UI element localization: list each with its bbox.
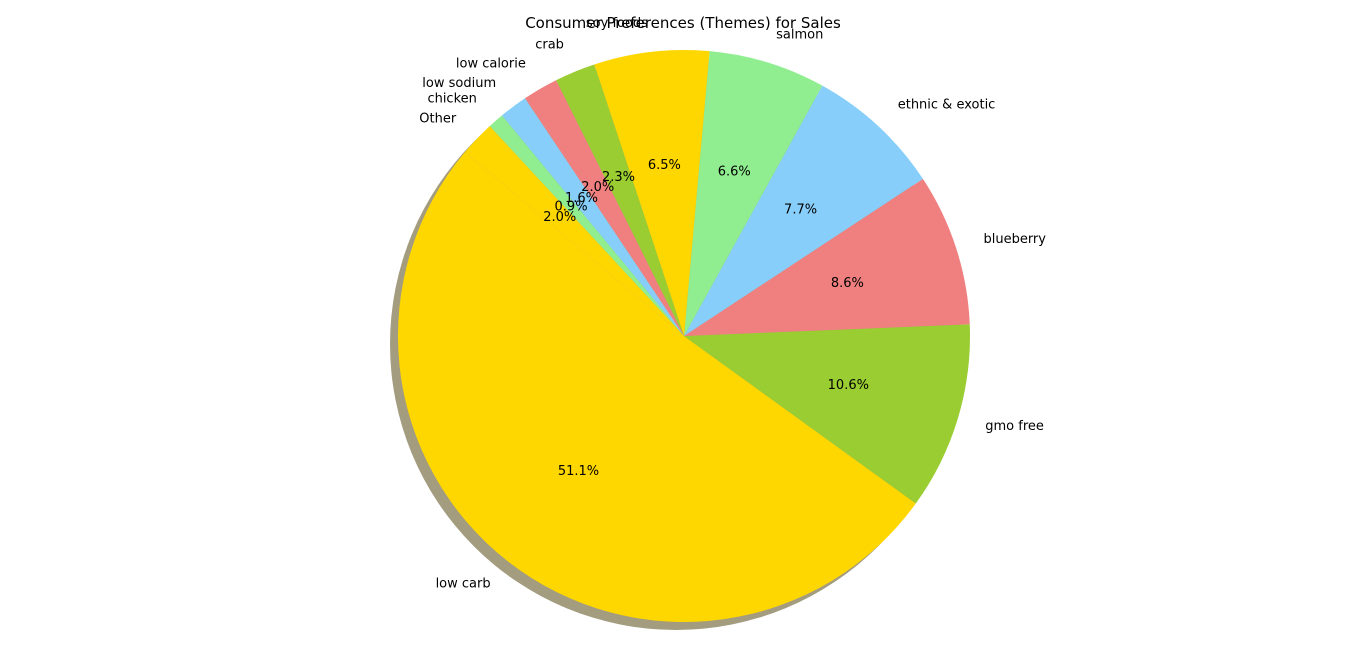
slice-label-ethnic-and-exotic: ethnic & exotic xyxy=(898,98,996,113)
slice-label-low-calorie: low calorie xyxy=(456,57,526,72)
pie-slice-gmo-free xyxy=(684,324,970,504)
slice-label-gmo-free: gmo free xyxy=(985,419,1044,434)
slice-pct-low-carb: 51.1% xyxy=(558,464,599,479)
chart-title: Consumer Preferences (Themes) for Sales xyxy=(525,14,841,32)
slice-label-chicken: chicken xyxy=(427,92,476,107)
slice-pct-low-sodium: 1.6% xyxy=(565,191,598,206)
slice-pct-blueberry: 8.6% xyxy=(831,276,864,291)
pie-slice-other xyxy=(464,126,684,336)
slice-label-other: Other xyxy=(419,112,457,127)
slice-pct-ethnic-and-exotic: 7.7% xyxy=(784,203,817,218)
slice-label-crab: crab xyxy=(535,38,564,53)
pie-slice-chicken xyxy=(489,115,684,336)
pie-slices xyxy=(397,49,970,623)
slice-pct-other: 2.0% xyxy=(543,210,576,225)
pie-slice-soy-foods xyxy=(594,49,710,336)
slice-label-low-sodium: low sodium xyxy=(422,76,496,91)
slice-label-soy-foods: soy foods xyxy=(586,16,648,31)
slice-pct-low-calorie: 2.0% xyxy=(581,180,614,195)
pie-slice-low-sodium xyxy=(501,98,684,336)
slice-pct-salmon: 6.6% xyxy=(718,164,751,179)
slice-label-blueberry: blueberry xyxy=(983,232,1046,247)
slice-pct-crab: 2.3% xyxy=(602,170,635,185)
pie-slice-blueberry xyxy=(684,178,970,336)
pie-slice-low-calorie xyxy=(524,80,684,336)
pie-slice-low-carb xyxy=(397,152,916,623)
slice-label-salmon: salmon xyxy=(776,28,823,43)
pie-slice-ethnic-and-exotic xyxy=(684,85,923,336)
pie-slice-crab xyxy=(556,64,684,337)
pie-slice-salmon xyxy=(684,51,823,337)
slice-pct-soy-foods: 6.5% xyxy=(648,158,681,173)
slice-pct-chicken: 0.9% xyxy=(555,199,588,214)
slice-label-low-carb: low carb xyxy=(436,577,491,592)
pie-labels: low carb 51.1% gmo free 10.6% blueberry 8.6% e… xyxy=(419,16,1046,592)
slice-pct-gmo-free: 10.6% xyxy=(828,378,869,393)
